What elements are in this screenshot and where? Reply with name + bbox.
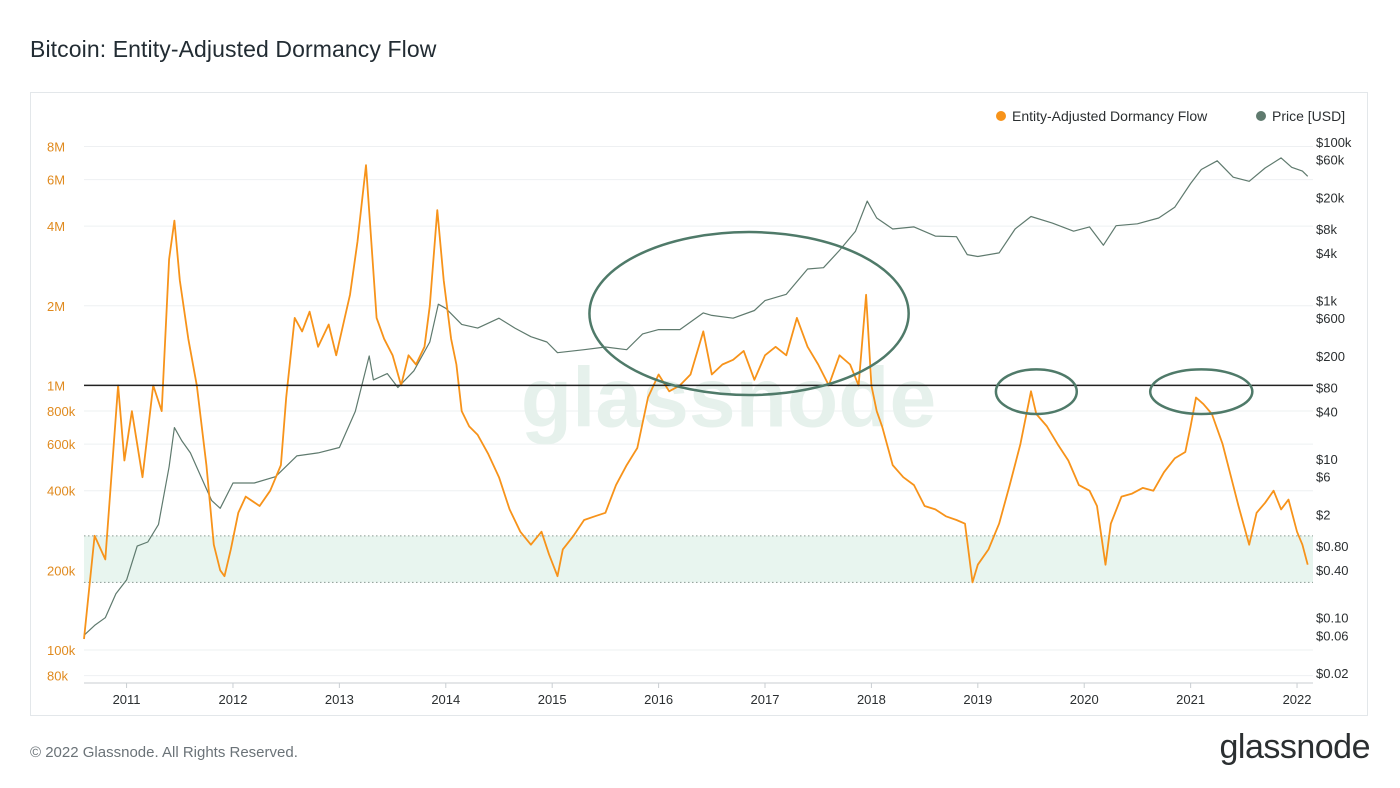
left-tick-label: 6M: [47, 173, 65, 188]
reference-band: [84, 535, 1313, 583]
right-tick-label: $80: [1316, 381, 1338, 396]
dormancy-flow-line: [83, 164, 1309, 640]
price-line: [83, 157, 1309, 636]
legend-label-1: Entity-Adjusted Dormancy Flow: [1012, 108, 1208, 124]
legend-marker-1: [996, 111, 1006, 121]
right-tick-label: $1k: [1316, 294, 1337, 309]
x-tick-label: 2014: [431, 692, 460, 707]
x-tick-label: 2015: [538, 692, 567, 707]
x-axis: 2011 2012 2013 2014 2015 2016 2017 2018 2019 2020…: [84, 682, 1313, 707]
right-tick-label: $6: [1316, 470, 1330, 485]
right-tick-label: $100k: [1316, 135, 1352, 150]
x-tick-label: 2013: [325, 692, 354, 707]
legend: Entity-Adjusted Dormancy Flow Price [USD]: [996, 108, 1345, 124]
left-axis: 8M 6M 4M 2M 1M 800k 600k 400k 200k 100k 80k: [47, 140, 76, 684]
left-tick-label: 800k: [47, 404, 76, 419]
left-tick-label: 100k: [47, 643, 76, 658]
left-tick-label: 600k: [47, 437, 76, 452]
right-tick-label: $20k: [1316, 190, 1345, 205]
watermark: glassnode: [521, 350, 936, 444]
right-tick-label: $4k: [1316, 246, 1337, 261]
left-tick-label: 4M: [47, 219, 65, 234]
chart-title: Bitcoin: Entity-Adjusted Dormancy Flow: [30, 36, 437, 62]
chart-frame: glassnode 8M 6M 4M 2M 1M 800k 600k 400k 200k 100k 8…: [30, 92, 1368, 716]
right-tick-label: $0.80: [1316, 539, 1349, 554]
left-tick-label: 1M: [47, 378, 65, 393]
x-tick-label: 2019: [963, 692, 992, 707]
left-tick-label: 8M: [47, 140, 65, 155]
right-tick-label: $8k: [1316, 222, 1337, 237]
right-tick-label: $10: [1316, 452, 1338, 467]
right-tick-label: $0.40: [1316, 563, 1349, 578]
annotation-ellipse-3: [1148, 368, 1254, 416]
annotation-ellipse-2: [994, 368, 1079, 416]
x-tick-label: 2016: [644, 692, 673, 707]
right-tick-label: $600: [1316, 311, 1345, 326]
left-tick-label: 2M: [47, 299, 65, 314]
left-tick-label: 400k: [47, 484, 76, 499]
right-tick-label: $2: [1316, 508, 1330, 523]
left-tick-label: 80k: [47, 669, 68, 684]
x-tick-label: 2011: [113, 692, 141, 707]
right-tick-label: $40: [1316, 404, 1338, 419]
right-tick-label: $0.06: [1316, 628, 1349, 643]
glassnode-logo: glassnode: [1219, 728, 1370, 766]
legend-label-2: Price [USD]: [1272, 108, 1345, 124]
right-tick-label: $200: [1316, 349, 1345, 364]
right-axis: $100k $60k $20k $8k $4k $1k $600 $200 $80 $40 $10 $…: [1316, 135, 1352, 681]
copyright-text: © 2022 Glassnode. All Rights Reserved.: [30, 744, 298, 761]
x-tick-label: 2021: [1176, 692, 1205, 707]
chart-svg: glassnode8M6M4M2M1M800k600k400k200k100k8…: [47, 108, 1352, 707]
x-tick-label: 2012: [219, 692, 248, 707]
x-tick-label: 2017: [751, 692, 780, 707]
left-tick-label: 200k: [47, 563, 76, 578]
right-tick-label: $0.02: [1316, 666, 1349, 681]
right-tick-label: $60k: [1316, 153, 1345, 168]
x-tick-label: 2020: [1070, 692, 1099, 707]
right-tick-label: $0.10: [1316, 611, 1349, 626]
x-tick-label: 2022: [1283, 692, 1312, 707]
legend-marker-2: [1256, 111, 1266, 121]
x-tick-label: 2018: [857, 692, 886, 707]
annotation-ellipse-1: [588, 230, 910, 397]
